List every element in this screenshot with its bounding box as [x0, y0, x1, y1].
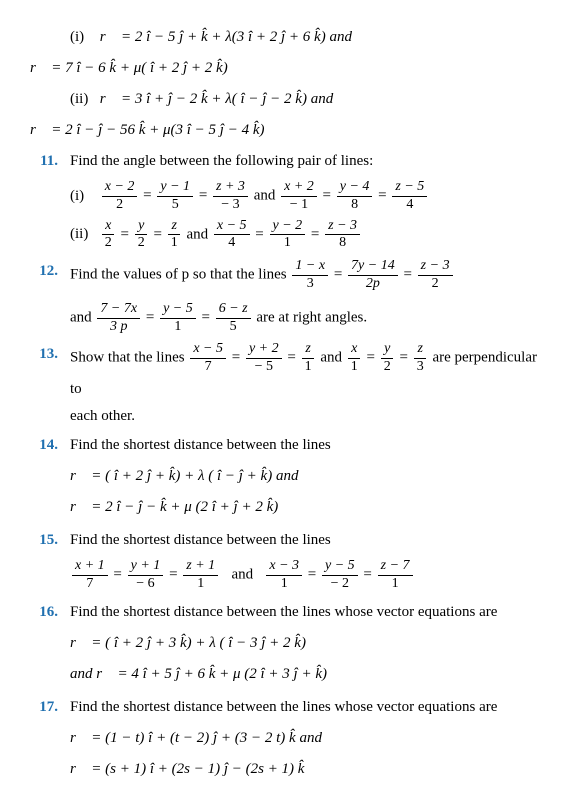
q17-number: 17.: [30, 694, 58, 721]
q10-i-line1: (i) r⃗ = 2 î − 5 ĵ + k̂ + λ(3 î + 2 ĵ + …: [30, 24, 551, 51]
q10-ii-eq1: r⃗ = 3 î + ĵ − 2 k̂ + λ( î − ĵ − 2 k̂) a…: [100, 91, 333, 107]
q14-l2: r⃗ = 2 î − ĵ − k̂ + μ (2 î + ĵ + 2 k̂): [70, 494, 551, 521]
q11-text: Find the angle between the following pai…: [70, 153, 373, 169]
label-ii: (ii): [70, 86, 96, 113]
q11-i: (i) x − 22 = y − 15 = z + 3− 3 and x + 2…: [70, 179, 551, 214]
q12-number: 12.: [30, 258, 58, 285]
q11-label-ii: (ii): [70, 221, 96, 248]
q17-text: Find the shortest distance between the l…: [70, 694, 551, 721]
q13: 13. Show that the lines x − 57 = y + 2− …: [30, 341, 551, 430]
q10-i-line2: r⃗ = 7 î − 6 k̂ + μ( î + 2 ĵ + 2 k̂): [30, 55, 551, 82]
q10-ii-line2: r⃗ = 2 î − ĵ − 56 k̂ + μ(3 î − 5 ĵ − 4 k…: [30, 117, 551, 144]
q13-number: 13.: [30, 341, 58, 368]
q16: 16. Find the shortest distance between t…: [30, 599, 551, 692]
q17-l2: r⃗ = (s + 1) î + (2s − 1) ĵ − (2s + 1) k…: [70, 756, 551, 783]
q15-text: Find the shortest distance between the l…: [70, 527, 551, 554]
and: and: [254, 188, 276, 204]
q12-text-b: are at right angles.: [256, 310, 367, 326]
q16-text: Find the shortest distance between the l…: [70, 599, 551, 626]
q15-eq: x + 17 = y + 1− 6 = z + 11 and x − 31 = …: [70, 558, 551, 593]
q17-l1: r⃗ = (1 − t) î + (t − 2) ĵ + (3 − 2 t) k…: [70, 725, 551, 752]
q11-ii: (ii) x2 = y2 = z1 and x − 54 = y − 21 = …: [70, 218, 551, 253]
q13-text-c: each other.: [70, 403, 551, 430]
q15: 15. Find the shortest distance between t…: [30, 527, 551, 597]
q11: 11. Find the angle between the following…: [30, 148, 551, 256]
q12-text-a: Find the values of p so that the lines: [70, 267, 287, 283]
q17: 17. Find the shortest distance between t…: [30, 694, 551, 787]
q14: 14. Find the shortest distance between t…: [30, 432, 551, 525]
q16-l1: r⃗ = ( î + 2 ĵ + 3 k̂) + λ ( î − 3 ĵ + 2…: [70, 630, 551, 657]
q13-text-a: Show that the lines: [70, 350, 185, 366]
q11-number: 11.: [30, 148, 58, 175]
q16-l2: and r⃗ = 4 î + 5 ĵ + 6 k̂ + μ (2 î + 3 ĵ…: [70, 661, 551, 688]
q10-ii-line1: (ii) r⃗ = 3 î + ĵ − 2 k̂ + λ( î − ĵ − 2 …: [30, 86, 551, 113]
q16-number: 16.: [30, 599, 58, 626]
q10-i-eq1: r⃗ = 2 î − 5 ĵ + k̂ + λ(3 î + 2 ĵ + 6 k̂…: [100, 29, 352, 45]
q14-number: 14.: [30, 432, 58, 459]
q15-number: 15.: [30, 527, 58, 554]
q12: 12. Find the values of p so that the lin…: [30, 258, 551, 339]
q14-text: Find the shortest distance between the l…: [70, 432, 551, 459]
q12-line2: and 7 − 7x3 p = y − 51 = 6 − z5 are at r…: [70, 301, 551, 336]
q11-label-i: (i): [70, 183, 96, 210]
q14-l1: r⃗ = ( î + 2 ĵ + k̂) + λ ( î − ĵ + k̂) a…: [70, 463, 551, 490]
label-i: (i): [70, 24, 96, 51]
